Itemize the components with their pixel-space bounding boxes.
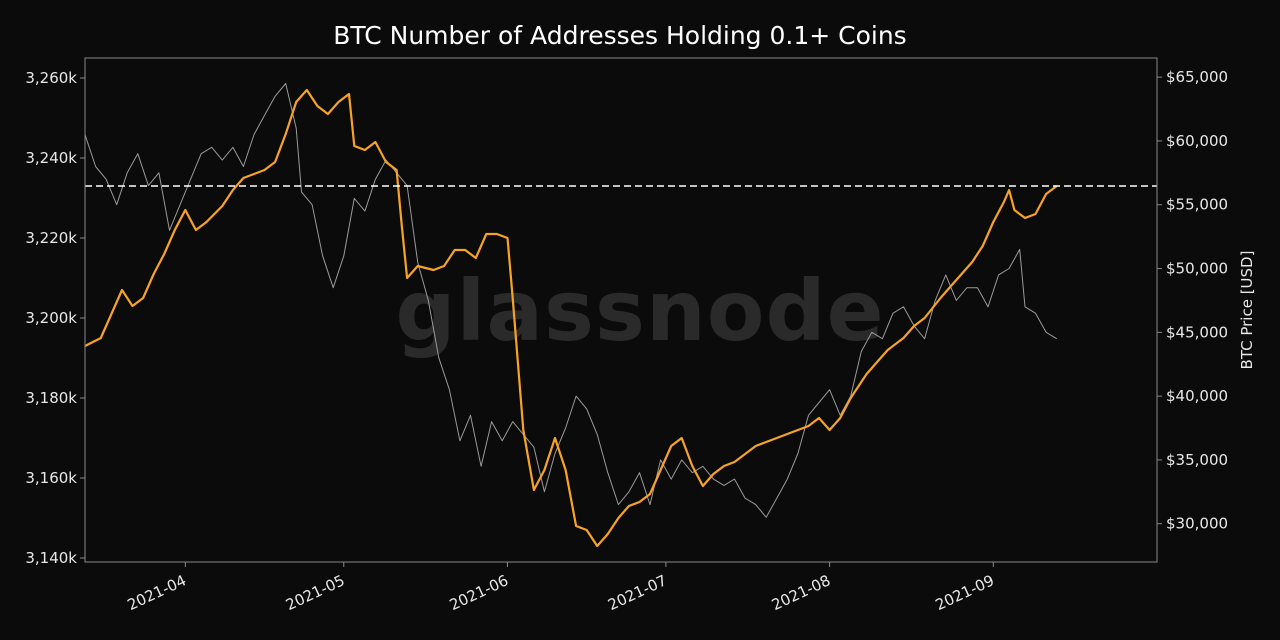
y-right-tick-label: $65,000 (1166, 68, 1228, 86)
y-left-tick-label: 3,240k (25, 149, 77, 167)
y-left-tick-label: 3,220k (25, 229, 77, 247)
y-right-tick-label: $30,000 (1166, 515, 1228, 533)
y-right-tick-label: $50,000 (1166, 260, 1228, 278)
y-left-tick-label: 3,140k (25, 549, 77, 567)
series-line-addresses (84, 88, 1058, 548)
y-axis-right-label: BTC Price [USD] (1238, 251, 1256, 370)
series-line-btc-price (84, 83, 1057, 518)
plot-frame (84, 57, 1158, 563)
y-right-tick-label: $35,000 (1166, 451, 1228, 469)
plot-layer (84, 83, 1157, 548)
chart-title: BTC Number of Addresses Holding 0.1+ Coi… (333, 21, 906, 50)
y-right-tick-label: $60,000 (1166, 132, 1228, 150)
y-right-tick-label: $55,000 (1166, 196, 1228, 214)
y-left-tick-label: 3,260k (25, 69, 77, 87)
y-left-tick-label: 3,160k (25, 469, 77, 487)
y-right-tick-label: $45,000 (1166, 323, 1228, 341)
y-left-tick-label: 3,200k (25, 309, 77, 327)
y-right-tick-label: $40,000 (1166, 387, 1228, 405)
y-left-tick-label: 3,180k (25, 389, 77, 407)
watermark-logo: glassnode (395, 262, 884, 360)
